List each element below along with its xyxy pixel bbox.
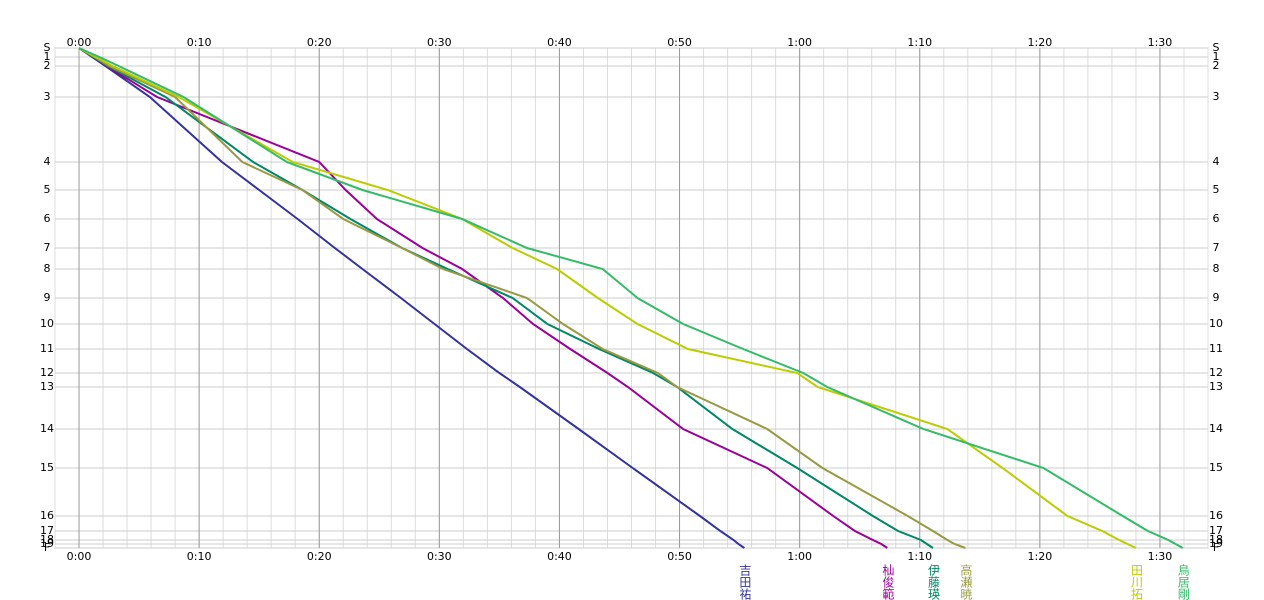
control-label: 4 (44, 155, 51, 168)
runner-name: 伊藤瑛 (926, 564, 940, 600)
control-label: 11 (40, 342, 54, 355)
control-label-right: 14 (1209, 422, 1223, 435)
control-label-right: 9 (1213, 291, 1220, 304)
runner-line (78, 47, 745, 549)
control-label: 16 (40, 509, 54, 522)
control-label-right: 8 (1213, 262, 1220, 275)
x-tick-label-top: 1:30 (1148, 36, 1173, 49)
x-tick-label-top: 0:20 (307, 36, 332, 49)
runner-name: 杣俊範 (881, 564, 895, 600)
x-tick-label: 1:30 (1148, 550, 1173, 563)
control-label-right: 3 (1213, 90, 1220, 103)
control-label-right: 7 (1213, 241, 1220, 254)
control-label-right: 17 (1209, 524, 1223, 537)
x-tick-label: 1:10 (907, 550, 932, 563)
control-label-right: 6 (1213, 212, 1220, 225)
control-label-right: F (1213, 541, 1219, 554)
x-tick-label-top: 0:10 (187, 36, 212, 49)
control-label-right: 2 (1213, 59, 1220, 72)
control-label-right: 18 (1209, 533, 1223, 546)
control-label-right: 13 (1209, 380, 1223, 393)
control-label-right: 11 (1209, 342, 1223, 355)
control-label: 8 (44, 262, 51, 275)
x-tick-label: 0:40 (547, 550, 572, 563)
x-tick-label-top: 0:40 (547, 36, 572, 49)
control-label: S (44, 41, 51, 54)
x-tick-label-top: 0:50 (667, 36, 692, 49)
runner-line (78, 47, 888, 549)
control-label: 7 (44, 241, 51, 254)
control-label: 6 (44, 212, 51, 225)
control-label-right: 16 (1209, 509, 1223, 522)
runner-name: 吉田祐 (738, 564, 752, 600)
control-label: 13 (40, 380, 54, 393)
control-label: 15 (40, 461, 54, 474)
control-label: 10 (40, 317, 54, 330)
control-label-right: 1 (1213, 50, 1220, 63)
control-label-right: 10 (1209, 317, 1223, 330)
control-label: 12 (40, 366, 54, 379)
x-tick-label-top: 0:30 (427, 36, 452, 49)
runner-line (78, 47, 1184, 549)
x-tick-label-top: 1:20 (1028, 36, 1053, 49)
x-tick-label: 1:20 (1028, 550, 1053, 563)
runner-line (78, 47, 934, 549)
control-label: F (44, 541, 50, 554)
control-label: 9 (44, 291, 51, 304)
control-label: 17 (40, 524, 54, 537)
runner-name: 田川拓 (1129, 564, 1143, 600)
control-label: 1 (44, 50, 51, 63)
runner-name: 鳥居剛 (1176, 563, 1190, 600)
control-label-right: 12 (1209, 366, 1223, 379)
x-tick-label: 0:30 (427, 550, 452, 563)
runner-line (78, 47, 966, 549)
x-tick-label: 1:00 (787, 550, 812, 563)
control-label: 2 (44, 59, 51, 72)
control-label: 14 (40, 422, 54, 435)
x-tick-label: 0:00 (67, 550, 92, 563)
x-tick-label: 0:10 (187, 550, 212, 563)
x-tick-label-top: 0:00 (67, 36, 92, 49)
control-label: 5 (44, 183, 51, 196)
control-label-right: 19 (1209, 537, 1223, 550)
x-tick-label: 0:20 (307, 550, 332, 563)
control-label: 3 (44, 90, 51, 103)
control-label-right: 4 (1213, 155, 1220, 168)
control-label-right: 5 (1213, 183, 1220, 196)
x-tick-label-top: 1:10 (907, 36, 932, 49)
control-label-right: S (1213, 41, 1220, 54)
x-tick-label-top: 1:00 (787, 36, 812, 49)
control-label: 19 (40, 537, 54, 550)
control-label-right: 15 (1209, 461, 1223, 474)
x-tick-label: 0:50 (667, 550, 692, 563)
control-label: 18 (40, 533, 54, 546)
runner-name: 高瀬暁 (959, 563, 973, 600)
